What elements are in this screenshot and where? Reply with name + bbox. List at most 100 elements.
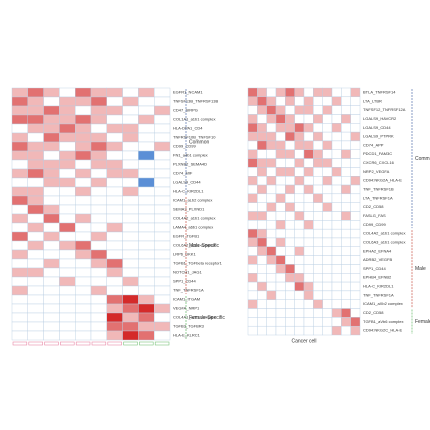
heat-cell (122, 96, 139, 107)
heat-cell (106, 231, 123, 242)
heat-cell (266, 131, 277, 142)
row-label: LRP6_DKK1 (173, 252, 196, 257)
heat-cell (247, 131, 258, 142)
heat-cell (138, 150, 155, 161)
heat-cell (153, 168, 171, 179)
heat-cell (153, 303, 171, 314)
heat-cell (341, 96, 351, 106)
heat-cell (294, 211, 305, 221)
heat-cell (43, 231, 60, 242)
heat-cell (257, 220, 267, 230)
heat-cell (341, 87, 351, 98)
heat-cell (257, 105, 267, 115)
heat-cell (275, 220, 286, 230)
row-label: NRP2_VEGFA (363, 169, 390, 174)
heat-cell (27, 303, 44, 314)
row-label: LAMA4_a6b1 complex (173, 225, 213, 230)
heat-cell (247, 281, 258, 292)
heat-cell (294, 158, 305, 168)
heat-cell (350, 281, 361, 292)
heat-cell (138, 222, 155, 233)
heat-cell (74, 285, 92, 296)
heat-cell (257, 211, 267, 221)
heat-cell (247, 176, 258, 186)
heat-cell (59, 330, 76, 341)
heat-cell (153, 186, 171, 197)
row-label: HLA-E_KLRC1 (173, 333, 201, 338)
heat-cell (303, 299, 314, 309)
heat-cell (122, 168, 139, 179)
heat-cell (27, 231, 44, 242)
heat-cell (266, 176, 277, 186)
heat-cell (59, 150, 76, 161)
heat-cell (266, 114, 277, 124)
heat-cell (27, 321, 44, 332)
heat-cell (322, 140, 333, 150)
heat-cell (138, 276, 155, 287)
heat-cell (27, 294, 44, 305)
heat-cell (266, 228, 277, 239)
heat-cell (43, 249, 60, 260)
heat-cell (285, 123, 295, 133)
heat-cell (322, 220, 333, 230)
heat-cell (90, 231, 108, 242)
heat-cell (90, 276, 108, 287)
heat-cell (106, 87, 123, 98)
heat-cell (43, 312, 60, 323)
heat-cell (275, 184, 286, 195)
heat-cell (294, 228, 305, 239)
heat-cell (27, 285, 44, 296)
heat-cell (331, 317, 342, 327)
heat-cell (322, 317, 333, 327)
heat-cell (122, 186, 139, 197)
heat-cell (11, 294, 29, 305)
heat-cell (59, 213, 76, 224)
heat-cell (275, 325, 286, 336)
heat-cell (74, 87, 92, 98)
heat-cell (341, 193, 351, 203)
heat-cell (11, 105, 29, 116)
heat-cell (90, 141, 108, 152)
group-label: Common (415, 156, 430, 162)
column-annotation (44, 341, 59, 346)
heat-cell (285, 220, 295, 230)
row-label: TNF_TNFRSF1B (363, 187, 394, 192)
heat-cell (90, 285, 108, 296)
heat-cell (138, 87, 155, 98)
heat-cell (322, 299, 333, 309)
heat-cell (266, 255, 277, 265)
heat-cell (43, 177, 60, 188)
heat-cell (106, 267, 123, 278)
heat-cell (122, 222, 139, 233)
heat-cell (122, 276, 139, 287)
heat-cell (90, 96, 108, 107)
heat-cell (275, 140, 286, 150)
heat-cell (331, 228, 342, 239)
row-label: CD74_MIF (173, 171, 193, 176)
heat-cell (266, 299, 277, 309)
heat-cell (257, 184, 267, 195)
heat-cell (257, 193, 267, 203)
heat-cell (331, 290, 342, 300)
heat-cell (294, 246, 305, 256)
heat-cell (257, 325, 267, 336)
heat-cell (341, 290, 351, 300)
heat-cell (27, 141, 44, 152)
heat-cell (275, 281, 286, 292)
heat-cell (341, 281, 351, 292)
heat-cell (350, 193, 361, 203)
heat-cell (106, 330, 123, 341)
heat-cell (275, 123, 286, 133)
heat-cell (43, 186, 60, 197)
heat-cell (106, 177, 123, 188)
heat-cell (247, 246, 258, 256)
heat-cell (153, 213, 171, 224)
heat-cell (122, 105, 139, 116)
heat-cell (43, 267, 60, 278)
heat-cell (153, 132, 171, 143)
heat-cell (285, 273, 295, 283)
heat-cell (74, 114, 92, 125)
heat-cell (138, 114, 155, 125)
heat-cell (153, 321, 171, 332)
heat-cell (275, 237, 286, 247)
